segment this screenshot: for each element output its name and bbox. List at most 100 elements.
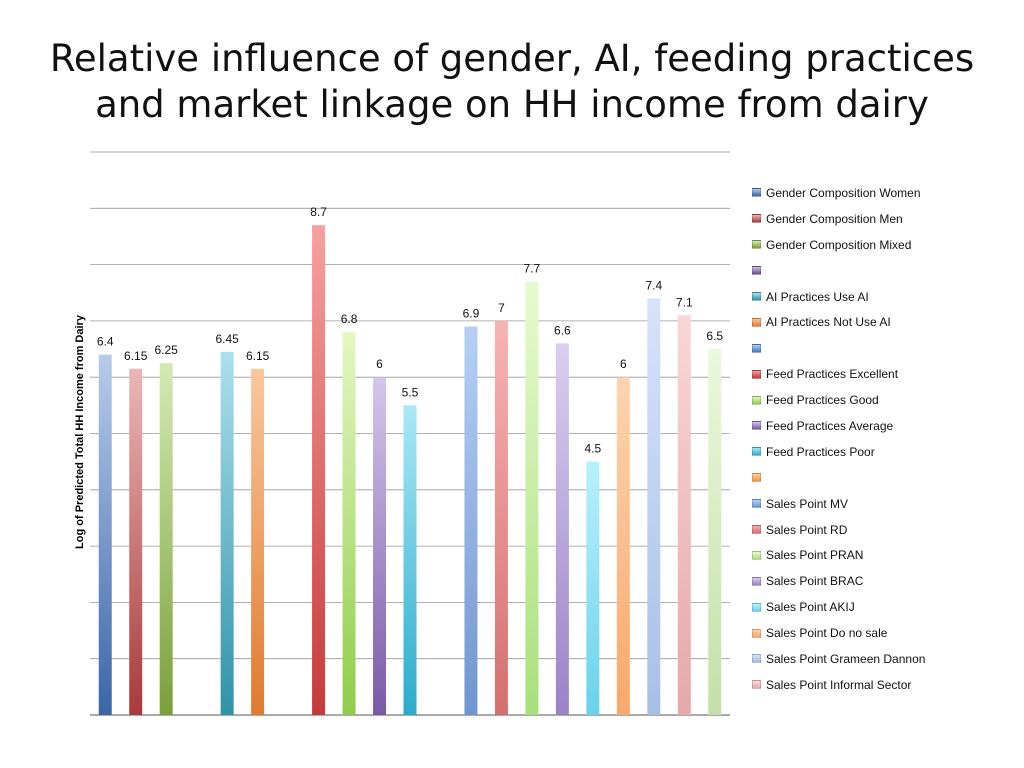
legend-label: Sales Point PRAN (766, 548, 864, 563)
bar (159, 363, 173, 715)
legend-item: Sales Point AKIJ (752, 594, 925, 620)
data-label: 6.25 (155, 343, 179, 357)
legend-item: Feed Practices Average (752, 413, 925, 439)
legend-label: Sales Point Informal Sector (766, 677, 912, 692)
legend-item: Sales Point BRAC (752, 568, 925, 594)
legend-item: AI Practices Use AI (752, 284, 925, 310)
bar (129, 368, 143, 715)
legend-swatch (752, 525, 761, 535)
legend-item (752, 258, 925, 284)
bar (647, 298, 661, 715)
legend-label: Feed Practices Good (766, 393, 879, 408)
legend-item: Feed Practices Excellent (752, 361, 925, 387)
legend-swatch (752, 292, 761, 301)
legend-label: Sales Point Grameen Dannon (766, 651, 926, 666)
data-label: 6 (376, 357, 383, 371)
legend-item: Sales Point MV (752, 491, 925, 517)
legend-swatch (752, 214, 761, 224)
data-label: 6.45 (215, 332, 239, 346)
legend-swatch (752, 654, 761, 664)
legend-item: Sales Point PRAN (752, 542, 925, 568)
legend-swatch (752, 550, 761, 560)
legend-swatch (752, 447, 761, 457)
data-label: 6.6 (554, 323, 571, 337)
legend-label: Feed Practices Excellent (766, 367, 899, 382)
legend-label: Sales Point AKIJ (766, 600, 855, 615)
bar (494, 320, 508, 715)
data-labels: 6.4 6.15 6.25 6.45 6.15 8.7 6.8 6 5.5 6.9 7 7.7 6.6 4… (97, 205, 724, 455)
legend-swatch (752, 343, 761, 353)
data-label: 6.5 (706, 329, 723, 343)
legend: Gender Composition Women Gender Compositi… (752, 180, 925, 698)
bar (342, 332, 356, 715)
legend-swatch (752, 188, 761, 198)
bar (251, 368, 265, 715)
legend-label: AI Practices Use AI (766, 289, 869, 304)
legend-swatch (752, 680, 761, 690)
legend-item: Gender Composition Men (752, 206, 925, 232)
legend-label: Gender Composition Mixed (766, 237, 912, 252)
legend-label: Feed Practices Average (766, 418, 894, 433)
legend-item (752, 465, 925, 491)
chart-title-line-2: and market linkage on HH income from dai… (95, 83, 929, 126)
data-label: 6.8 (341, 312, 358, 326)
bar (586, 461, 600, 715)
legend-item: Sales Point RD (752, 517, 925, 543)
legend-swatch (752, 395, 761, 405)
bars (98, 225, 722, 715)
data-label: 6.4 (97, 335, 114, 349)
legend-swatch (752, 421, 761, 431)
legend-swatch (752, 266, 761, 276)
legend-item: Feed Practices Good (752, 387, 925, 413)
bar (708, 349, 722, 715)
legend-swatch (752, 576, 761, 586)
legend-item: Gender Composition Mixed (752, 232, 925, 258)
data-label: 8.7 (310, 205, 327, 219)
bar (98, 354, 112, 715)
legend-item: Feed Practices Poor (752, 439, 925, 465)
legend-item: AI Practices Not Use AI (752, 309, 925, 335)
legend-item: Sales Point Informal Sector (752, 672, 925, 698)
bar (555, 343, 569, 715)
data-label: 7.4 (645, 278, 662, 292)
legend-swatch (752, 499, 761, 509)
legend-swatch (752, 602, 761, 612)
legend-label: Sales Point Do no sale (766, 626, 888, 641)
legend-label: Feed Practices Poor (766, 444, 875, 459)
bar (403, 405, 417, 715)
bar (464, 326, 478, 715)
bar (373, 377, 387, 715)
data-label: 6 (620, 357, 627, 371)
legend-label: Gender Composition Women (766, 185, 921, 200)
chart-title-line-1: Relative influence of gender, AI, feedin… (49, 37, 975, 80)
data-label: 5.5 (402, 385, 419, 399)
legend-item (752, 335, 925, 361)
legend-label: AI Practices Not Use AI (766, 315, 891, 330)
bar (312, 225, 326, 715)
legend-label: Sales Point RD (766, 522, 848, 537)
bar (220, 351, 234, 715)
legend-label: Sales Point BRAC (766, 574, 864, 589)
legend-item: Sales Point Grameen Dannon (752, 646, 925, 672)
legend-swatch (752, 240, 761, 250)
data-label: 7 (498, 301, 505, 315)
data-label: 6.9 (463, 307, 480, 321)
legend-swatch (752, 369, 761, 379)
legend-label: Gender Composition Men (766, 211, 903, 226)
legend-swatch (752, 317, 761, 327)
bar-chart: 6.4 6.15 6.25 6.45 6.15 8.7 6.8 6 5.5 6.9 7 7.7 6.6 4… (90, 151, 730, 716)
bar (525, 281, 539, 715)
legend-swatch (752, 628, 761, 638)
data-label: 7.7 (524, 261, 541, 275)
bar (677, 315, 691, 715)
data-label: 4.5 (585, 442, 602, 456)
legend-item: Gender Composition Women (752, 180, 925, 206)
legend-swatch (752, 473, 761, 483)
data-label: 6.15 (124, 349, 148, 363)
bar (616, 377, 630, 715)
data-label: 7.1 (676, 295, 693, 309)
legend-label: Sales Point MV (766, 496, 849, 511)
chart-title: Relative influence of gender, AI, feedin… (0, 36, 1024, 128)
legend-item: Sales Point Do no sale (752, 620, 925, 646)
data-label: 6.15 (246, 349, 270, 363)
